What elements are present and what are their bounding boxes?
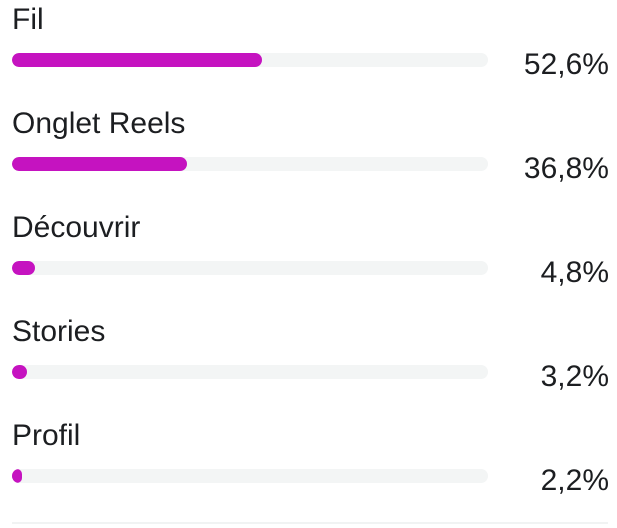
list-item-decouvrir: Découvrir 4,8% (0, 208, 617, 312)
progress-fill (12, 53, 262, 67)
row-label: Découvrir (12, 211, 141, 244)
row-label: Profil (12, 419, 81, 452)
progress-fill (12, 261, 35, 275)
progress-track (12, 469, 488, 483)
bottom-divider (12, 522, 608, 524)
progress-fill (12, 469, 22, 483)
percent-value: 4,8% (540, 256, 609, 289)
row-label: Stories (12, 315, 106, 348)
progress-track (12, 53, 488, 67)
row-label: Onglet Reels (12, 107, 186, 140)
list-item-stories: Stories 3,2% (0, 312, 617, 416)
progress-track (12, 365, 488, 379)
progress-fill (12, 365, 27, 379)
list-item-fil: Fil 52,6% (0, 0, 617, 104)
progress-fill (12, 157, 187, 171)
progress-track (12, 157, 488, 171)
progress-track (12, 261, 488, 275)
percent-value: 2,2% (540, 464, 609, 497)
percent-value: 52,6% (523, 48, 609, 81)
percent-value: 36,8% (523, 152, 609, 185)
row-label: Fil (12, 3, 44, 36)
list-item-onglet-reels: Onglet Reels 36,8% (0, 104, 617, 208)
list-item-profil: Profil 2,2% (0, 416, 617, 520)
percent-value: 3,2% (540, 360, 609, 393)
